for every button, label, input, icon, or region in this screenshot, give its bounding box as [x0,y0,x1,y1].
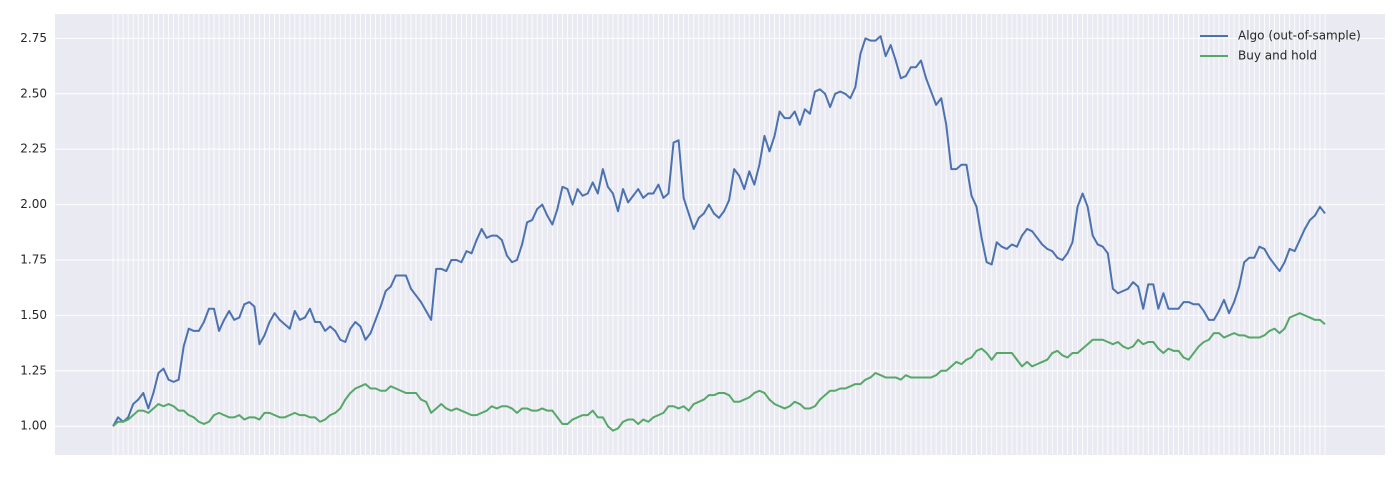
y-tick-label: 1.50 [20,308,47,322]
y-tick-label: 1.25 [20,363,47,377]
y-tick-label: 2.25 [20,142,47,156]
series-line [112,35,1326,427]
y-tick-label: 2.75 [20,31,47,45]
legend-label: Buy and hold [1238,49,1317,63]
legend-label: Algo (out-of-sample) [1238,29,1361,43]
y-tick-label: 1.00 [20,419,47,433]
y-tick-label: 2.50 [20,86,47,100]
y-tick-label: 2.00 [20,197,47,211]
y-tick-label: 1.75 [20,252,47,266]
series-line [112,312,1326,432]
